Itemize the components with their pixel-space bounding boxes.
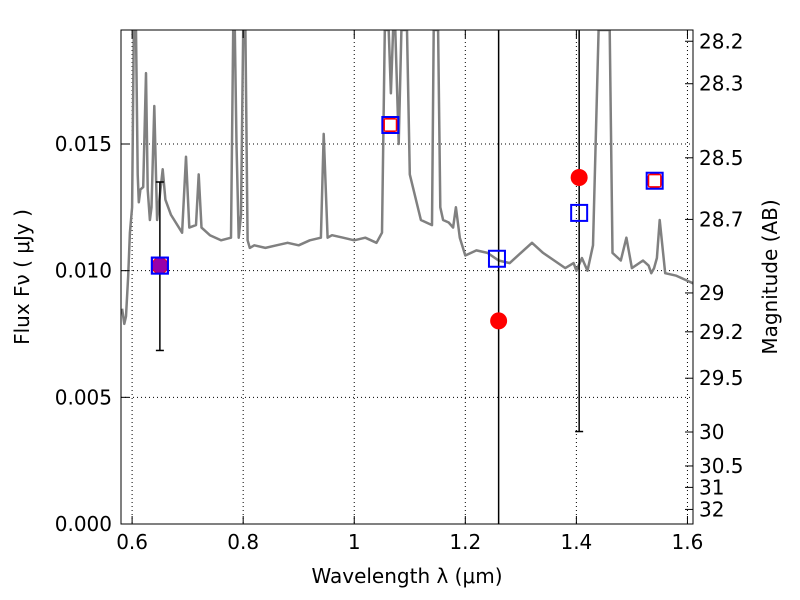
x-axis-label: Wavelength λ (μm) — [311, 564, 502, 588]
mag-tick-label: 28.2 — [699, 29, 744, 53]
y-tick-label: 0.015 — [55, 132, 112, 156]
mag-tick-label: 30 — [699, 420, 724, 444]
model-point-box — [570, 203, 589, 222]
x-tick-label: 1.2 — [449, 530, 481, 554]
mag-tick-label: 31 — [699, 475, 724, 499]
errorbar-layer — [155, 30, 584, 524]
observed-point — [570, 168, 588, 186]
model-point-box — [645, 171, 664, 190]
overlap-point — [152, 258, 168, 274]
model-point-inner — [648, 174, 662, 188]
spectrum-line — [121, 30, 693, 326]
y-axis-left: 0.000 0.005 0.010 0.015 — [55, 132, 129, 536]
spectrum-layer — [121, 30, 693, 326]
y-tick-label: 0.000 — [55, 512, 112, 536]
x-axis: 0.6 0.8 1 1.2 1.4 1.6 — [116, 30, 703, 554]
mag-tick-label: 32 — [699, 497, 724, 521]
model-point-inner — [383, 118, 397, 132]
grid-lines — [121, 30, 693, 524]
mag-tick-label: 29.5 — [699, 366, 744, 390]
x-tick-label: 1.6 — [672, 530, 704, 554]
mag-tick-label: 29 — [699, 281, 724, 305]
x-tick-label: 0.6 — [116, 530, 148, 554]
model-point-box — [150, 256, 169, 275]
y-axis-label: Flux Fν ( μJy ) — [10, 209, 34, 345]
model-point-box — [381, 116, 400, 134]
x-tick-label: 1 — [348, 530, 361, 554]
model-point-box — [487, 249, 506, 268]
mag-tick-label: 29.2 — [699, 320, 744, 344]
plot-frame — [120, 29, 694, 525]
mag-tick-label: 28.5 — [699, 146, 744, 170]
mag-tick-label: 28.3 — [699, 72, 744, 96]
x-tick-label: 0.8 — [227, 530, 259, 554]
y-tick-label: 0.005 — [55, 385, 112, 409]
x-tick-label: 1.4 — [560, 530, 592, 554]
plot-area — [121, 30, 693, 524]
observed-point — [490, 312, 508, 330]
mag-tick-label: 30.5 — [699, 454, 744, 478]
y2-axis-label: Magnitude (AB) — [758, 199, 782, 354]
marker-layer — [150, 116, 664, 330]
y-tick-label: 0.010 — [55, 259, 112, 283]
mag-tick-label: 28.7 — [699, 207, 744, 231]
